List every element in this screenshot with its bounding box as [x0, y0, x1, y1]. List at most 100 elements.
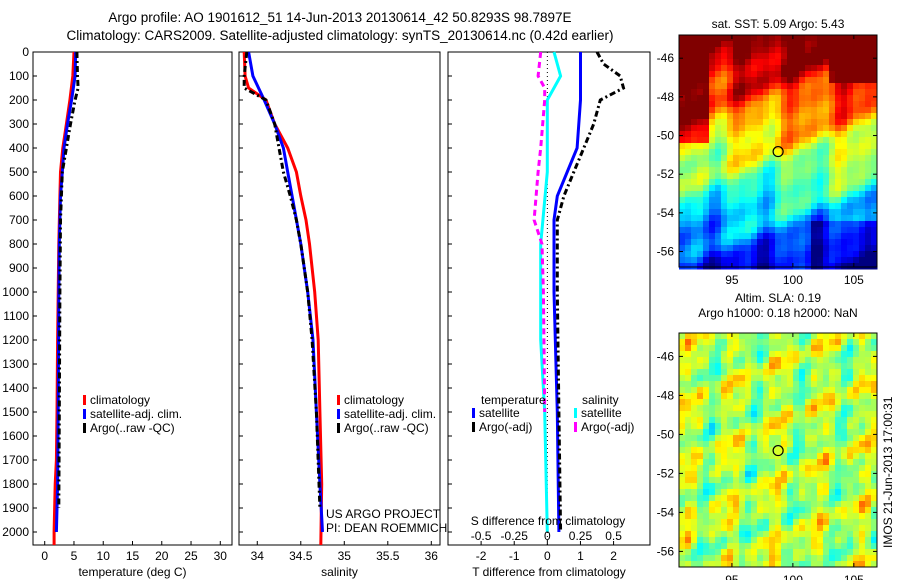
depth-tick-label: 100 — [9, 69, 29, 83]
map-cell — [727, 191, 734, 198]
map-cell — [841, 245, 848, 252]
map-cell — [775, 257, 782, 264]
map-cell — [709, 393, 716, 400]
map-cell — [715, 345, 722, 352]
map-cell — [865, 41, 872, 48]
map-cell — [739, 161, 746, 168]
map-cell — [709, 83, 716, 90]
map-cell — [871, 125, 878, 132]
map-cell — [721, 435, 728, 442]
map-cell — [811, 263, 818, 270]
map-cell — [703, 209, 710, 216]
map-cell — [871, 251, 878, 258]
map-cell — [829, 525, 836, 532]
map-cell — [739, 137, 746, 144]
map-cell — [847, 441, 854, 448]
map-cell — [781, 417, 788, 424]
map-cell — [745, 453, 752, 460]
map-cell — [745, 179, 752, 186]
map-cell — [721, 161, 728, 168]
map-cell — [703, 125, 710, 132]
map-cell — [841, 495, 848, 502]
map-cell — [715, 221, 722, 228]
map-cell — [787, 215, 794, 222]
map-cell — [793, 113, 800, 120]
s-axis-label: S difference from climatology — [471, 514, 626, 528]
map-cell — [781, 375, 788, 382]
map-cell — [829, 143, 836, 150]
map-cell — [715, 525, 722, 532]
map-cell — [769, 339, 776, 346]
map-cell — [733, 119, 740, 126]
map-cell — [727, 245, 734, 252]
map-cell — [829, 375, 836, 382]
map-cell — [697, 173, 704, 180]
map-cell — [745, 251, 752, 258]
map-cell — [697, 489, 704, 496]
map-cell — [853, 411, 860, 418]
lat-tick-label: -52 — [657, 466, 675, 480]
map-cell — [733, 173, 740, 180]
map-cell — [847, 405, 854, 412]
map-cell — [679, 251, 686, 258]
map-cell — [745, 119, 752, 126]
map-cell — [739, 203, 746, 210]
map-cell — [871, 185, 878, 192]
map-cell — [709, 489, 716, 496]
map-cell — [811, 83, 818, 90]
map-cell — [793, 411, 800, 418]
map-cell — [853, 537, 860, 544]
map-cell — [763, 173, 770, 180]
depth-tick-label: 1900 — [2, 501, 29, 515]
map-cell — [817, 447, 824, 454]
map-cell — [853, 357, 860, 364]
map-cell — [679, 263, 686, 270]
map-cell — [751, 179, 758, 186]
map-cell — [841, 537, 848, 544]
figure-title-line1: Argo profile: AO 1901612_51 14-Jun-2013 … — [108, 10, 571, 25]
map-cell — [859, 167, 866, 174]
map-cell — [727, 167, 734, 174]
map-cell — [835, 185, 842, 192]
map-cell — [853, 65, 860, 72]
map-cell — [811, 501, 818, 508]
map-cell — [829, 179, 836, 186]
map-cell — [841, 65, 848, 72]
map-cell — [727, 203, 734, 210]
map-cell — [703, 113, 710, 120]
map-cell — [703, 411, 710, 418]
map-cell — [805, 221, 812, 228]
map-cell — [679, 411, 686, 418]
map-cell — [709, 447, 716, 454]
map-cell — [751, 555, 758, 562]
depth-tick-label: 1700 — [2, 453, 29, 467]
map-cell — [715, 173, 722, 180]
map-cell — [751, 257, 758, 264]
map-cell — [775, 393, 782, 400]
map-cell — [871, 489, 878, 496]
map-cell — [709, 155, 716, 162]
map-cell — [733, 71, 740, 78]
map-cell — [823, 149, 830, 156]
map-cell — [733, 257, 740, 264]
map-cell — [703, 483, 710, 490]
map-cell — [829, 149, 836, 156]
map-cell — [709, 471, 716, 478]
map-cell — [703, 471, 710, 478]
map-cell — [835, 101, 842, 108]
map-cell — [865, 417, 872, 424]
map-cell — [763, 89, 770, 96]
map-cell — [871, 471, 878, 478]
map-cell — [865, 531, 872, 538]
map-cell — [805, 263, 812, 270]
map-cell — [841, 239, 848, 246]
map-cell — [697, 507, 704, 514]
map-cell — [811, 71, 818, 78]
map-cell — [793, 531, 800, 538]
map-cell — [757, 101, 764, 108]
map-cell — [781, 537, 788, 544]
map-cell — [859, 339, 866, 346]
map-cell — [847, 233, 854, 240]
map-cell — [841, 71, 848, 78]
map-cell — [817, 125, 824, 132]
